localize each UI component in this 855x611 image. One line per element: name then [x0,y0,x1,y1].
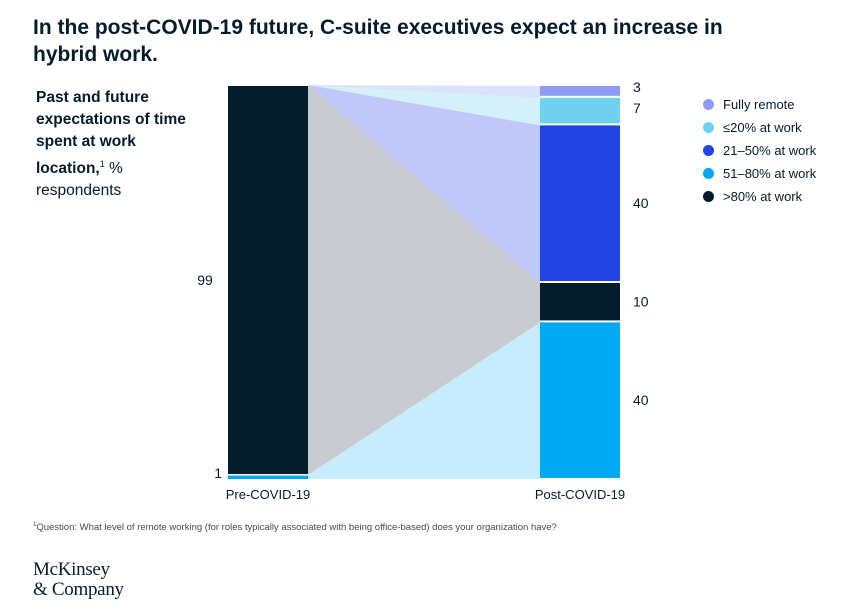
bar-post-fully_remote [540,86,620,96]
legend-label-le20: ≤20% at work [723,120,802,135]
xlabel-pre-covid: Pre-COVID-19 [226,487,311,502]
footnote-marker: 1 [99,159,105,169]
legend-swatch-51-80 [703,168,714,179]
bar-pre-51-80 [228,475,308,479]
label-post-fully_remote: 3 [633,79,641,95]
flow-gt80 [308,85,540,476]
legend-item-51-80: 51–80% at work [703,162,816,185]
bar-post-p51_80 [540,322,620,478]
legend-item-21-50: 21–50% at work [703,139,816,162]
label-post-le20: 7 [633,100,641,116]
y-axis-unit: % [104,160,123,178]
mckinsey-logo: McKinsey & Company [33,560,124,600]
logo-line-2: & Company [33,579,124,600]
label-pre-gt80: 99 [197,272,213,288]
legend-label-fully-remote: Fully remote [723,97,795,112]
footnote-text: Question: What level of remote working (… [36,522,557,534]
legend-item-le20: ≤20% at work [703,116,816,139]
flow-51-80 [308,322,540,479]
label-pre-51-80: 1 [214,465,222,481]
y-axis-subtitle: respondents [36,182,122,200]
footnote-number: 1 [33,522,37,528]
bar-post-le20 [540,97,620,124]
legend-label-21-50: 21–50% at work [723,143,817,158]
legend: Fully remote ≤20% at work 21–50% at work… [703,93,816,208]
flow-le20 [308,85,540,126]
label-post-p21_50: 40 [633,195,649,211]
logo-line-1: McKinsey [33,559,110,580]
flow-fully-remote [308,85,540,98]
legend-label-51-80: 51–80% at work [723,166,817,181]
legend-item-fully-remote: Fully remote [703,93,816,116]
bar-post-gt80 [540,283,620,321]
legend-swatch-fully-remote [703,99,714,110]
bar-pre-gt80 [228,86,308,475]
bar-post-p21_50 [540,125,620,282]
footnote: 1Question: What level of remote working … [33,522,557,533]
legend-swatch-gt80 [703,191,714,202]
legend-item-gt80: >80% at work [703,185,816,208]
flow-21-50 [308,85,540,283]
legend-swatch-le20 [703,122,714,133]
y-axis-label: Past and future expectations of time spe… [36,89,186,178]
legend-label-gt80: >80% at work [723,189,803,204]
xlabel-post-covid: Post-COVID-19 [535,487,625,502]
label-post-p51_80: 40 [633,392,649,408]
label-post-gt80: 10 [633,294,649,310]
y-axis-description: Past and future expectations of time spe… [36,87,206,202]
legend-swatch-21-50 [703,145,714,156]
chart-title: In the post-COVID-19 future, C-suite exe… [33,16,723,66]
